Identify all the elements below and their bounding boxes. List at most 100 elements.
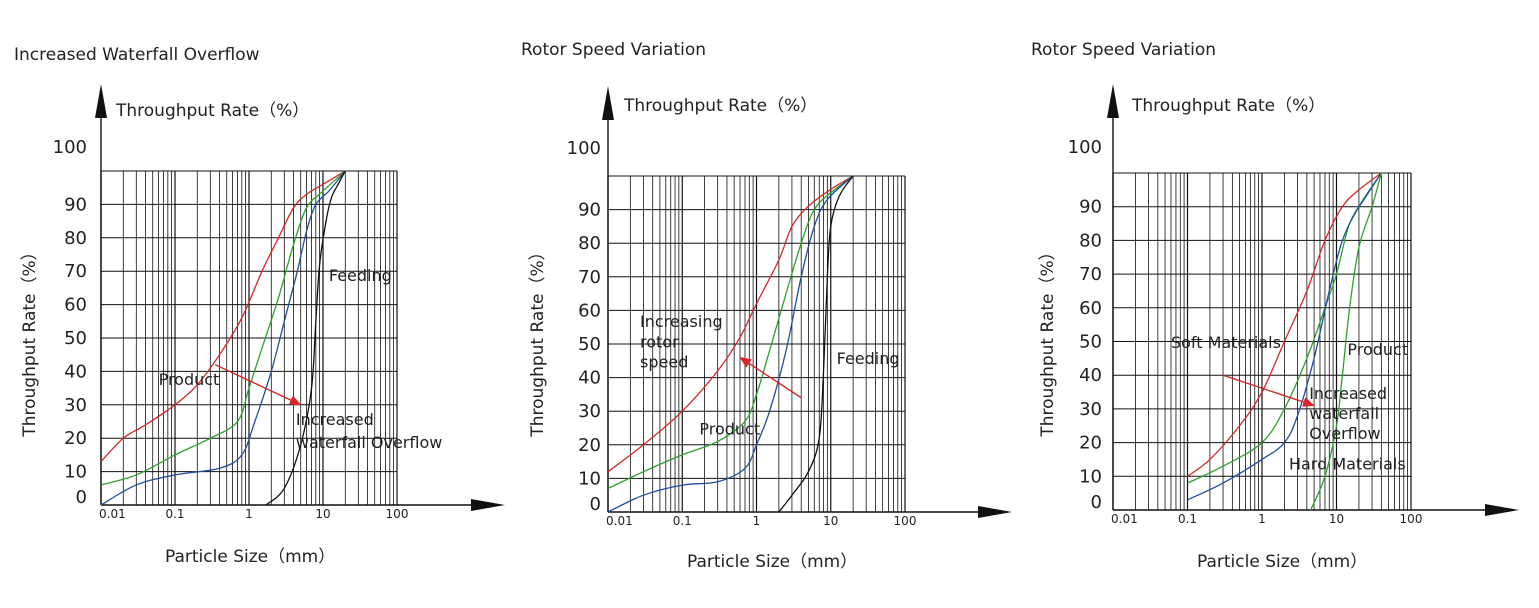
y-tick-label: 20: [578, 435, 601, 456]
series-line-3: [607, 175, 854, 513]
annotation-label: Overflow: [1309, 424, 1380, 443]
annotation-label: Product: [1347, 340, 1408, 359]
y-tick-label: 30: [64, 395, 87, 416]
y-tick-label: 20: [1079, 433, 1102, 454]
grid: [607, 175, 906, 512]
y-tick-label: 0: [1091, 492, 1102, 513]
x-tick-label: 1: [1258, 512, 1266, 526]
x-tick-label: 10: [1329, 512, 1344, 526]
y-tick-label: 60: [64, 295, 87, 316]
x-tick-label: 0.1: [673, 514, 692, 528]
annotation-label: Soft Materials: [1171, 333, 1281, 352]
chart-title: Rotor Speed Variation: [1031, 40, 1216, 60]
series-line-2: [607, 175, 854, 490]
y-axis-label-top: Throughput Rate（%）: [1131, 96, 1325, 116]
y-tick-label: 10: [578, 468, 601, 489]
x-tick-label: 0.01: [606, 514, 633, 528]
chart-title: Rotor Speed Variation: [521, 40, 706, 60]
y-tick-label: 100: [567, 138, 601, 159]
x-tick-label: 100: [894, 514, 917, 528]
grid: [1112, 172, 1412, 510]
annotation-label: Hard Materials: [1289, 455, 1406, 474]
x-axis-arrowhead: [978, 506, 1012, 518]
annotation-label: Increased: [1309, 384, 1387, 403]
x-tick-label: 10: [823, 514, 838, 528]
x-axis-label: Particle Size（mm）: [687, 552, 857, 572]
series-line-4: [778, 175, 854, 513]
x-axis-arrowhead: [471, 499, 505, 511]
y-tick-label: 70: [64, 261, 87, 282]
y-tick-label: 0: [590, 494, 601, 515]
y-tick-label: 60: [1079, 298, 1102, 319]
series-line-2: [100, 170, 346, 486]
x-tick-label: 100: [1400, 512, 1423, 526]
annotation-label: waterfall: [1309, 404, 1379, 423]
x-tick-label: 0.1: [1178, 512, 1197, 526]
x-tick-label: 1: [753, 514, 761, 528]
y-tick-label: 70: [578, 267, 601, 288]
y-tick-label: 40: [1079, 365, 1102, 386]
x-tick-label: 100: [386, 507, 409, 521]
y-tick-label: 0: [76, 487, 87, 508]
y-axis-label-side: Throughput Rate（%）: [1038, 243, 1058, 437]
annotation-label: Product: [699, 420, 760, 439]
annotation-label: waterfall Overflow: [296, 433, 442, 452]
y-tick-label: 30: [1079, 399, 1102, 420]
annotation-label: Feeding: [837, 349, 900, 368]
annotation-label: speed: [640, 353, 688, 372]
x-axis-label: Particle Size（mm）: [165, 547, 335, 567]
chart-panel-2: Rotor Speed Variation Throughput Rate（%） T…: [521, 40, 1012, 572]
x-tick-label: 1: [245, 507, 253, 521]
y-tick-label: 80: [64, 228, 87, 249]
y-tick-label: 100: [53, 137, 87, 158]
y-axis-label-top: Throughput Rate（%）: [115, 101, 309, 121]
y-tick-label: 80: [1079, 230, 1102, 251]
x-tick-label: 0.01: [99, 507, 126, 521]
y-axis-arrowhead: [602, 86, 614, 120]
series-line-1: [607, 175, 854, 473]
series-line-4: [1310, 172, 1382, 511]
series-line-3: [1187, 172, 1382, 501]
y-tick-label: 10: [1079, 466, 1102, 487]
y-tick-label: 100: [1068, 137, 1102, 158]
trend-arrow-1: [1222, 374, 1316, 407]
series-line-1: [100, 170, 346, 463]
x-tick-label: 10: [315, 507, 330, 521]
annotation-label: Increased: [296, 410, 374, 429]
y-tick-label: 60: [578, 300, 601, 321]
y-tick-label: 90: [578, 200, 601, 221]
x-axis-arrowhead: [1485, 504, 1519, 516]
trend-arrow-1: [739, 356, 802, 399]
y-tick-label: 70: [1079, 264, 1102, 285]
chart-panel-3: Rotor Speed Variation Throughput Rate（%） T…: [1031, 40, 1519, 572]
x-tick-label: 0.01: [1111, 512, 1138, 526]
y-tick-label: 80: [578, 233, 601, 254]
y-axis-arrowhead: [95, 84, 107, 118]
y-tick-label: 30: [578, 401, 601, 422]
y-tick-label: 40: [64, 361, 87, 382]
y-tick-label: 90: [1079, 197, 1102, 218]
y-tick-label: 50: [64, 328, 87, 349]
y-tick-label: 50: [578, 334, 601, 355]
y-tick-label: 20: [64, 428, 87, 449]
x-axis-label: Particle Size（mm）: [1197, 552, 1367, 572]
x-tick-label: 0.1: [165, 507, 184, 521]
y-axis-label-top: Throughput Rate（%）: [623, 96, 817, 116]
y-tick-label: 50: [1079, 332, 1102, 353]
annotation-label: Increasing: [640, 312, 723, 331]
chart-title: Increased Waterfall Overflow: [14, 45, 260, 65]
annotation-label: rotor: [640, 332, 679, 351]
annotation-label: Product: [159, 370, 220, 389]
y-tick-label: 40: [578, 368, 601, 389]
annotation-label: Feeding: [329, 266, 392, 285]
y-tick-label: 90: [64, 194, 87, 215]
grid: [100, 170, 398, 505]
trend-arrow-1: [214, 364, 302, 406]
series-line-3: [100, 170, 346, 506]
y-tick-label: 10: [64, 462, 87, 483]
series-line-4: [265, 170, 346, 506]
y-axis-label-side: Throughput Rate（%）: [20, 243, 40, 437]
y-axis-arrowhead: [1107, 84, 1119, 118]
